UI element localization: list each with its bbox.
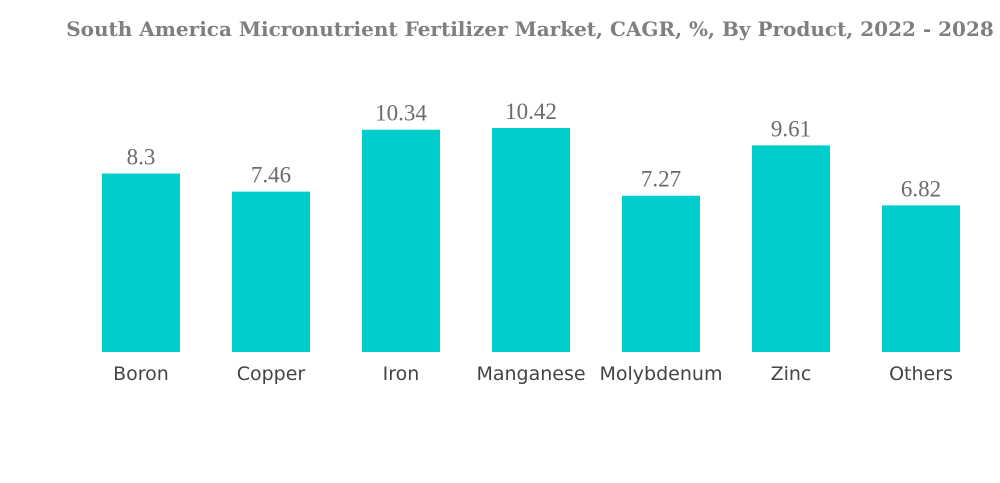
value-label-boron: 8.3 bbox=[127, 145, 156, 170]
value-label-copper: 7.46 bbox=[251, 163, 291, 188]
value-label-zinc: 9.61 bbox=[771, 116, 811, 141]
category-label-molybdenum: Molybdenum bbox=[600, 363, 723, 385]
category-label-boron: Boron bbox=[113, 363, 169, 385]
bar-boron bbox=[102, 173, 180, 352]
category-label-others: Others bbox=[889, 363, 953, 385]
bar-manganese bbox=[492, 128, 570, 352]
category-label-manganese: Manganese bbox=[476, 363, 585, 385]
category-label-zinc: Zinc bbox=[771, 363, 812, 385]
bar-copper bbox=[232, 191, 310, 352]
bar-others bbox=[882, 205, 960, 352]
chart-title: South America Micronutrient Fertilizer M… bbox=[66, 17, 994, 41]
value-label-molybdenum: 7.27 bbox=[641, 167, 681, 192]
value-label-others: 6.82 bbox=[901, 176, 941, 201]
bar-iron bbox=[362, 129, 440, 352]
category-label-iron: Iron bbox=[383, 363, 420, 385]
bar-molybdenum bbox=[622, 195, 700, 352]
value-label-iron: 10.34 bbox=[375, 101, 427, 126]
value-label-manganese: 10.42 bbox=[505, 99, 557, 124]
category-label-copper: Copper bbox=[237, 363, 306, 385]
bar-zinc bbox=[752, 145, 830, 352]
